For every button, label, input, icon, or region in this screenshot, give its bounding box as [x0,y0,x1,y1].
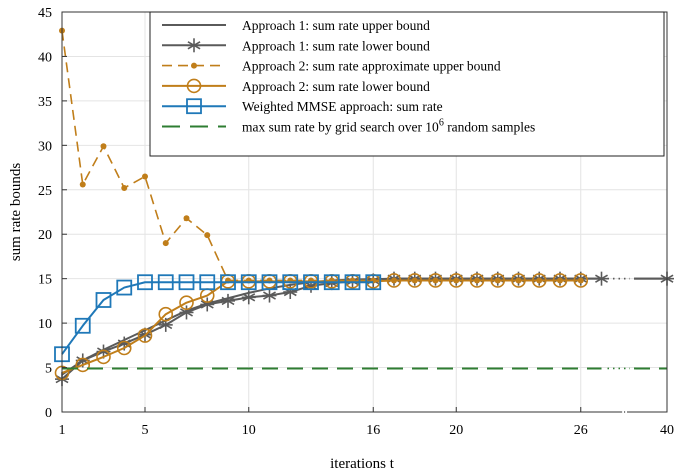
circle-marker [511,273,526,288]
y-axis-label: sum rate bounds [8,163,24,261]
dot-marker [204,232,211,239]
series-3 [59,27,584,284]
legend-label: Weighted MMSE approach: sum rate [242,99,443,114]
square-marker [137,274,153,291]
square-marker [199,274,216,291]
y-tick-label: 25 [38,184,52,199]
circle-marker [428,273,443,288]
circle-marker [158,306,174,322]
y-tick-label: 5 [45,362,52,377]
dot-marker [162,240,169,247]
circle-marker [469,273,485,288]
asterisk-marker [594,271,609,286]
x-tick-label: 20 [449,423,463,438]
circle-marker [531,273,547,288]
legend-label: Approach 1: sum rate upper bound [242,18,430,33]
asterisk-marker [187,38,201,53]
y-tick-label: 45 [38,6,52,21]
x-tick-label: 5 [142,423,149,438]
legend-label: max sum rate by grid search over 106 ran… [242,118,535,135]
square-marker [303,274,319,291]
square-marker [74,317,91,334]
dot-marker [183,215,190,222]
series-line [61,277,602,376]
x-tick-label: 26 [574,423,588,438]
circle-marker [137,328,153,343]
square-marker [186,98,202,115]
square-marker [220,274,236,291]
circle-marker [116,340,132,356]
circle-marker [96,349,111,365]
x-tick-label: 1 [59,423,66,438]
series-line [61,281,374,355]
asterisk-marker [221,293,235,308]
circle-marker [552,273,568,288]
square-marker [178,274,195,291]
legend-label: Approach 2: sum rate approximate upper b… [242,59,501,74]
series-5 [54,274,382,363]
legend: Approach 1: sum rate upper bound Approach… [149,11,665,157]
legend-box [149,11,665,157]
square-marker [261,274,278,291]
square-marker [323,274,340,291]
x-tick-label: 16 [366,423,380,438]
dot-marker [121,185,128,191]
y-tick-label: 40 [38,50,52,65]
y-tick-label: 0 [45,406,52,421]
series-line [61,30,581,282]
square-marker [157,274,174,291]
circle-marker [490,273,506,288]
circle-marker [179,295,194,310]
circle-marker [407,273,423,288]
y-tick-label: 10 [38,317,52,332]
circle-marker [75,357,91,373]
dot-marker [100,143,107,150]
asterisk-marker [179,305,194,320]
square-marker [116,279,133,296]
series-group [54,27,674,387]
x-axis-label: iterations t [330,456,395,472]
asterisk-marker [200,297,215,312]
x-tick-label: 40 [660,423,674,438]
x-tick-label: 10 [242,423,256,438]
dot-marker [142,173,148,180]
y-tick-label: 30 [38,139,52,154]
circle-marker [199,288,215,303]
dot-marker [191,62,197,69]
square-marker [344,274,361,291]
y-tick-label: 20 [38,228,52,243]
y-tick-label: 15 [38,273,52,288]
circle-marker [386,273,402,288]
square-marker [240,274,257,291]
circle-marker [573,273,589,288]
square-marker [95,292,112,308]
legend-label: Approach 1: sum rate lower bound [242,38,430,53]
square-marker [365,274,382,291]
series-line [61,279,581,374]
dot-marker [79,181,86,188]
legend-label: Approach 2: sum rate lower bound [242,79,430,94]
circle-marker [448,273,464,288]
series-4 [54,273,589,381]
circle-marker [186,78,202,94]
y-tick-label: 35 [38,95,52,110]
square-marker [282,274,299,291]
asterisk-marker [262,288,277,303]
asterisk-marker [241,290,256,305]
